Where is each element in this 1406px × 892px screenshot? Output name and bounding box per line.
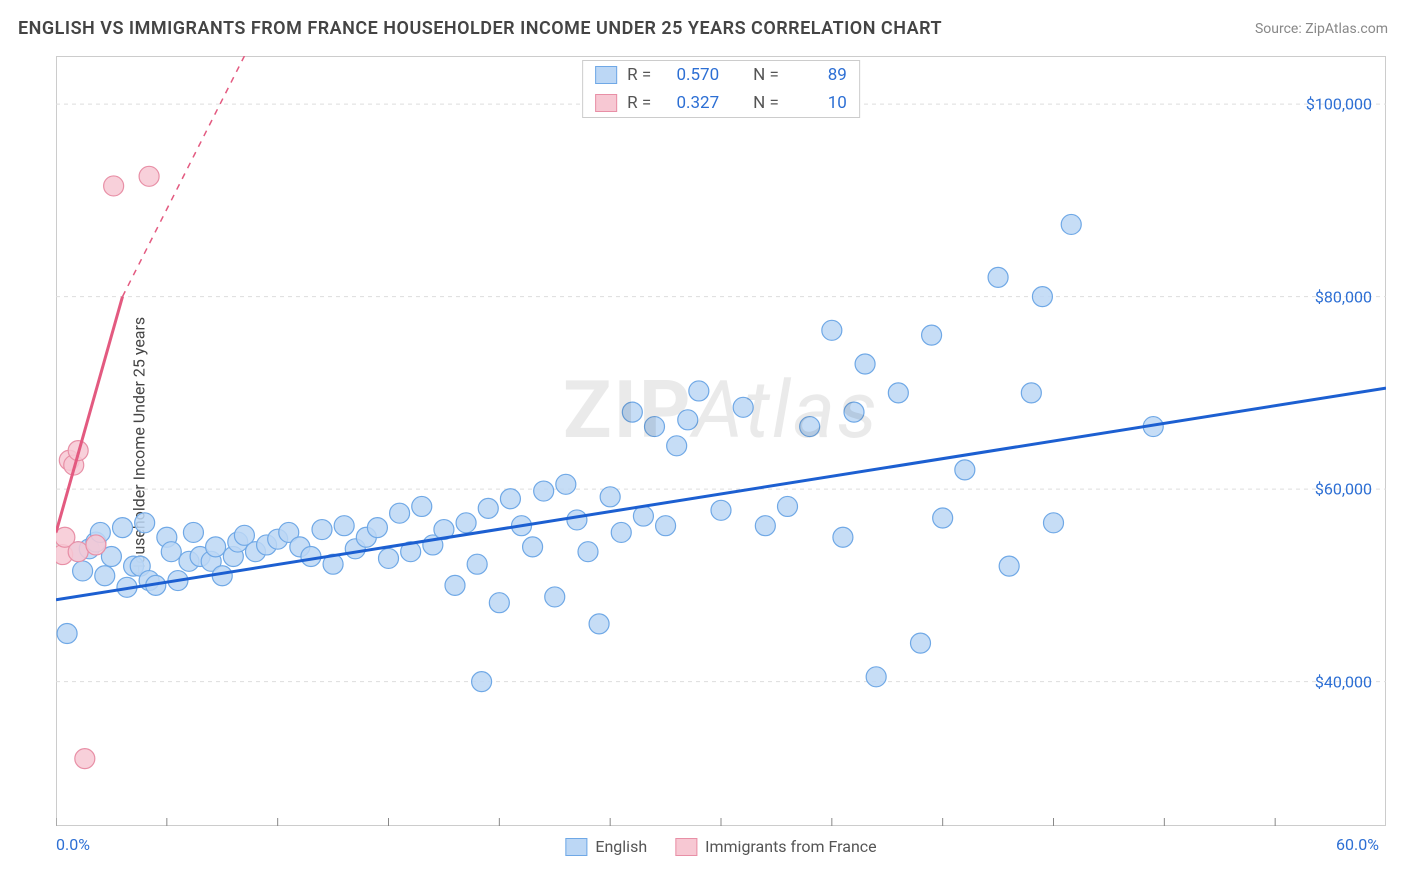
- legend-row-english: R = 0.570 N = 89: [583, 61, 859, 89]
- swatch-france: [595, 94, 617, 112]
- scatter-point: [922, 325, 942, 345]
- swatch-english: [595, 66, 617, 84]
- correlation-legend: R = 0.570 N = 89 R = 0.327 N = 10: [582, 60, 860, 118]
- y-tick-label: $40,000: [1315, 672, 1372, 691]
- scatter-point: [711, 500, 731, 520]
- swatch-france-bottom: [675, 838, 697, 856]
- scatter-point: [456, 513, 476, 533]
- scatter-point: [1032, 287, 1052, 307]
- series-label-english: English: [595, 837, 647, 856]
- scatter-point: [161, 542, 181, 562]
- x-tick-label: 60.0%: [1336, 835, 1379, 854]
- scatter-point: [1021, 383, 1041, 403]
- scatter-point: [800, 417, 820, 437]
- scatter-point: [523, 537, 543, 557]
- scatter-point: [633, 506, 653, 526]
- series-legend: English Immigrants from France: [565, 837, 876, 856]
- n-value-english: 89: [789, 65, 847, 85]
- scatter-point: [999, 556, 1019, 576]
- scatter-point: [500, 489, 520, 509]
- scatter-point: [844, 402, 864, 422]
- scatter-point: [113, 518, 133, 538]
- scatter-point: [312, 520, 332, 540]
- trend-line: [56, 388, 1386, 600]
- scatter-point: [866, 667, 886, 687]
- scatter-point: [778, 496, 798, 516]
- scatter-point: [135, 513, 155, 533]
- scatter-point: [478, 498, 498, 518]
- scatter-point: [667, 436, 687, 456]
- scatter-point: [589, 614, 609, 634]
- scatter-point: [95, 566, 115, 586]
- scatter-point: [390, 503, 410, 523]
- swatch-english-bottom: [565, 838, 587, 856]
- scatter-point: [206, 537, 226, 557]
- scatter-point: [678, 410, 698, 430]
- scatter-point: [888, 383, 908, 403]
- scatter-point: [139, 166, 159, 186]
- scatter-point: [75, 749, 95, 769]
- scatter-point: [489, 593, 509, 613]
- plot-area: ZIPAtlas R = 0.570 N = 89 R = 0.327 N = …: [56, 56, 1386, 826]
- legend-row-france: R = 0.327 N = 10: [583, 89, 859, 117]
- y-tick-label: $60,000: [1315, 480, 1372, 499]
- scatter-point: [578, 542, 598, 562]
- scatter-point: [379, 548, 399, 568]
- scatter-point: [86, 535, 106, 555]
- n-value-france: 10: [789, 93, 847, 113]
- chart-header: ENGLISH VS IMMIGRANTS FROM FRANCE HOUSEH…: [18, 18, 1388, 39]
- scatter-point: [933, 508, 953, 528]
- scatter-point: [545, 587, 565, 607]
- scatter-point: [445, 575, 465, 595]
- scatter-point: [104, 176, 124, 196]
- scatter-point: [183, 522, 203, 542]
- scatter-point: [301, 547, 321, 567]
- scatter-point: [1061, 214, 1081, 234]
- scatter-point: [412, 496, 432, 516]
- scatter-point: [73, 561, 93, 581]
- scatter-point: [622, 402, 642, 422]
- scatter-point: [567, 510, 587, 530]
- series-item-english: English: [565, 837, 647, 856]
- scatter-point: [833, 527, 853, 547]
- scatter-point: [57, 624, 77, 644]
- scatter-point: [68, 542, 88, 562]
- scatter-point: [534, 481, 554, 501]
- scatter-svg: [56, 56, 1386, 826]
- scatter-point: [755, 516, 775, 536]
- x-tick-label: 0.0%: [56, 835, 90, 854]
- scatter-point: [855, 354, 875, 374]
- r-value-english: 0.570: [661, 65, 719, 85]
- r-value-france: 0.327: [661, 93, 719, 113]
- scatter-point: [733, 397, 753, 417]
- y-tick-label: $100,000: [1306, 95, 1372, 114]
- scatter-point: [656, 516, 676, 536]
- scatter-point: [472, 672, 492, 692]
- source-label: Source: ZipAtlas.com: [1255, 21, 1388, 37]
- scatter-point: [822, 320, 842, 340]
- scatter-point: [600, 487, 620, 507]
- scatter-point: [367, 518, 387, 538]
- scatter-point: [988, 267, 1008, 287]
- series-label-france: Immigrants from France: [705, 837, 877, 856]
- scatter-point: [467, 554, 487, 574]
- scatter-point: [334, 516, 354, 536]
- scatter-point: [645, 417, 665, 437]
- scatter-point: [689, 381, 709, 401]
- trend-line: [56, 297, 123, 533]
- chart-title: ENGLISH VS IMMIGRANTS FROM FRANCE HOUSEH…: [18, 18, 942, 39]
- y-tick-label: $80,000: [1315, 287, 1372, 306]
- scatter-point: [556, 474, 576, 494]
- scatter-point: [955, 460, 975, 480]
- series-item-france: Immigrants from France: [675, 837, 877, 856]
- scatter-point: [611, 522, 631, 542]
- scatter-point: [1044, 513, 1064, 533]
- scatter-point: [911, 633, 931, 653]
